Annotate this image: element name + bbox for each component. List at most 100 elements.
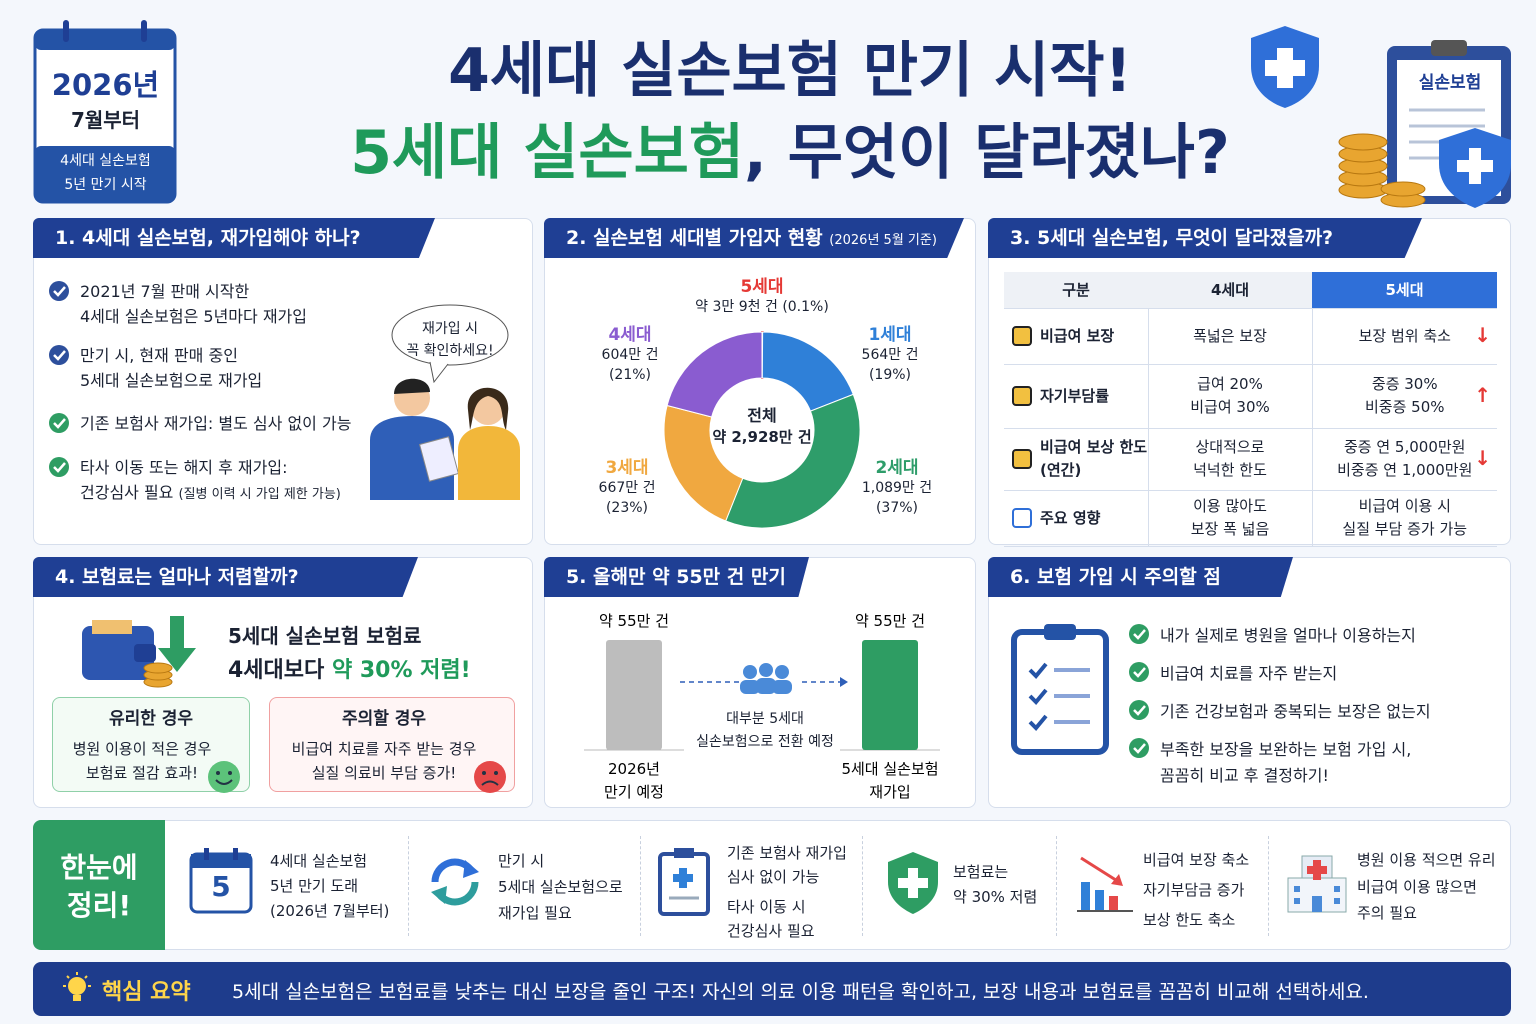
segment-name: 5세대 xyxy=(740,277,784,297)
shield-icon xyxy=(888,852,938,914)
panel-title: 6. 보험 가입 시 주의할 점 xyxy=(988,557,1293,597)
chart-down-icon xyxy=(1077,856,1133,912)
bar-category-label: 2026년 xyxy=(608,760,660,778)
cell-text: 비급여 30% xyxy=(1190,398,1270,416)
table-cell: 상대적으로 넉넉한 한도 xyxy=(1147,428,1313,491)
panel-title: 2. 실손보험 세대별 가입자 현황 (2026년 5월 기준) xyxy=(544,218,964,258)
summary-text: 비급여 보장 축소 xyxy=(1143,851,1250,869)
checklist-text: 건강심사 필요 (질병 이력 시 가입 제한 가능) xyxy=(80,479,341,503)
box-text: 실질 의료비 부담 증가! xyxy=(311,764,457,782)
comparison-table: 구분 4세대 5세대 비급여 보장 폭넓은 보장 보장 범위 축소 ↓ 자기부담률 급여 20%… xyxy=(1004,272,1497,547)
cell-text: (연간) xyxy=(1040,461,1082,479)
summary-label-box xyxy=(33,820,165,950)
cell-text: 비급여 이용 시 xyxy=(1358,497,1451,515)
transition-text: 대부분 5세대 xyxy=(726,711,804,727)
change-arrow: ↑ xyxy=(1474,383,1491,407)
donut-segment xyxy=(725,393,861,529)
donut-chart xyxy=(663,330,861,529)
checklist-text: 기존 보험사 재가입: 별도 심사 없이 가능 xyxy=(80,414,352,433)
segment-percent: (23%) xyxy=(605,500,649,516)
segment-count: 약 3만 9천 건 xyxy=(695,299,778,315)
summary-label: 한눈에 xyxy=(60,851,138,884)
calendar-icon xyxy=(189,848,253,914)
cell-text: 이용 많아도 xyxy=(1193,497,1267,515)
badge-year: 2026년 xyxy=(51,68,160,102)
segment-name: 4세대 xyxy=(608,325,652,345)
bulb-icon xyxy=(63,972,91,1001)
divider xyxy=(862,836,863,936)
calendar-badge xyxy=(33,20,177,204)
segment-name: 1세대 xyxy=(868,325,912,345)
summary-text: 5년 만기 도래 xyxy=(270,877,359,895)
cell-text: 중증 연 5,000만원 xyxy=(1344,438,1466,456)
row-icon xyxy=(1012,508,1032,528)
cell-text: 폭넓은 보장 xyxy=(1193,326,1267,345)
summary-text: 보상 한도 축소 xyxy=(1143,911,1236,929)
summary-text: 타사 이동 시 xyxy=(727,898,806,916)
summary-text: 병원 이용 적으면 유리 xyxy=(1357,851,1496,869)
renew-icon xyxy=(431,858,479,906)
segment-percent-label: (0.1%) xyxy=(782,299,829,315)
panel-title-text: 2. 실손보험 세대별 가입자 현황 xyxy=(566,227,823,249)
cell-text: 상대적으로 xyxy=(1195,438,1265,456)
box-title: 주의할 경우 xyxy=(341,709,427,729)
panel-title: 1. 4세대 실손보험, 재가입해야 하나? xyxy=(33,218,435,258)
summary-text: 보험료는 xyxy=(953,863,1009,881)
cell-text: 주요 영향 xyxy=(1040,508,1101,527)
checklist-text: 만기 시, 현재 판매 중인 xyxy=(80,346,238,365)
cell-text: 비급여 보상 한도 xyxy=(1040,438,1148,456)
lead-text: 4세대보다 약 30% 저렴! xyxy=(228,652,471,684)
title-line-1: 4세대 실손보험 만기 시작! xyxy=(448,36,1132,106)
segment-count: 1,089만 건 xyxy=(861,480,933,496)
divider xyxy=(408,836,409,936)
bar xyxy=(862,640,918,750)
checklist-text: 5세대 실손보험으로 재가입 xyxy=(80,371,263,390)
panel-subtitle: (2026년 5월 기준) xyxy=(829,233,937,248)
lead-highlight: 약 30% 저렴! xyxy=(331,658,471,683)
cell-text: 급여 20% xyxy=(1197,375,1263,393)
clipboard-label: 실손보험 xyxy=(1418,73,1482,93)
bar-category-label: 5세대 실손보험 xyxy=(841,760,938,778)
lead-text: 5세대 실손보험 보험료 xyxy=(228,624,422,648)
bar-category-label: 만기 예정 xyxy=(604,783,664,801)
check-icon xyxy=(1129,624,1149,644)
bar xyxy=(606,640,662,750)
divider xyxy=(1056,836,1057,936)
summary-text: 건강심사 필요 xyxy=(727,922,815,940)
checklist-text: 부족한 보장을 보완하는 보험 가입 시, xyxy=(1160,740,1412,759)
table-cell: 비급여 보상 한도 (연간) xyxy=(1004,428,1148,491)
checklist-text: 2021년 7월 판매 시작한 xyxy=(80,282,250,301)
smile-icon xyxy=(208,761,240,793)
table-cell: 폭넓은 보장 xyxy=(1147,308,1313,365)
table-cell: 비급여 이용 시 실질 부담 증가 가능 xyxy=(1312,490,1497,547)
donut-center: 약 2,928만 건 xyxy=(712,428,812,446)
segment-percent: (21%) xyxy=(608,367,652,383)
cell-text: 중증 30% xyxy=(1371,375,1438,393)
checklist-text: 기존 건강보험과 중복되는 보장은 없는지 xyxy=(1160,702,1431,721)
table-header: 5세대 xyxy=(1312,272,1497,309)
title-rest: , 무엇이 달라졌나? xyxy=(744,118,1230,188)
cell-text: 비급여 보장 xyxy=(1040,326,1115,345)
segment-name: 3세대 xyxy=(605,458,649,478)
cell-text: 비중증 연 1,000만원 xyxy=(1337,461,1473,479)
sad-icon xyxy=(474,761,506,793)
speech-bubble-text: 재가입 시 xyxy=(422,321,478,337)
check-icon xyxy=(1129,700,1149,720)
title-green: 5세대 실손보험 xyxy=(350,118,745,188)
checklist-text: 비급여 치료를 자주 받는지 xyxy=(1160,664,1338,683)
cell-text: 보장 폭 넓음 xyxy=(1190,520,1270,538)
cell-text: 자기부담률 xyxy=(1040,386,1110,405)
footer-label: 핵심 요약 xyxy=(102,980,191,1005)
footer-text: 5세대 실손보험은 보험료를 낮추는 대신 보장을 줄인 구조! 자신의 의료 … xyxy=(232,981,1369,1003)
donut-segment xyxy=(663,404,744,522)
check-icon xyxy=(49,281,69,301)
summary-text: 약 30% 저렴 xyxy=(953,888,1038,906)
donut-segment xyxy=(666,331,763,418)
segment-detail: 약 3만 9천 건 (0.1%) xyxy=(662,296,862,316)
segment-percent: (19%) xyxy=(868,367,912,383)
clipboard-illustration xyxy=(1338,40,1511,208)
checklist-text: 내가 실제로 병원을 얼마나 이용하는지 xyxy=(1160,626,1416,645)
check-icon xyxy=(49,345,69,365)
table-cell: 자기부담률 xyxy=(1004,364,1148,429)
